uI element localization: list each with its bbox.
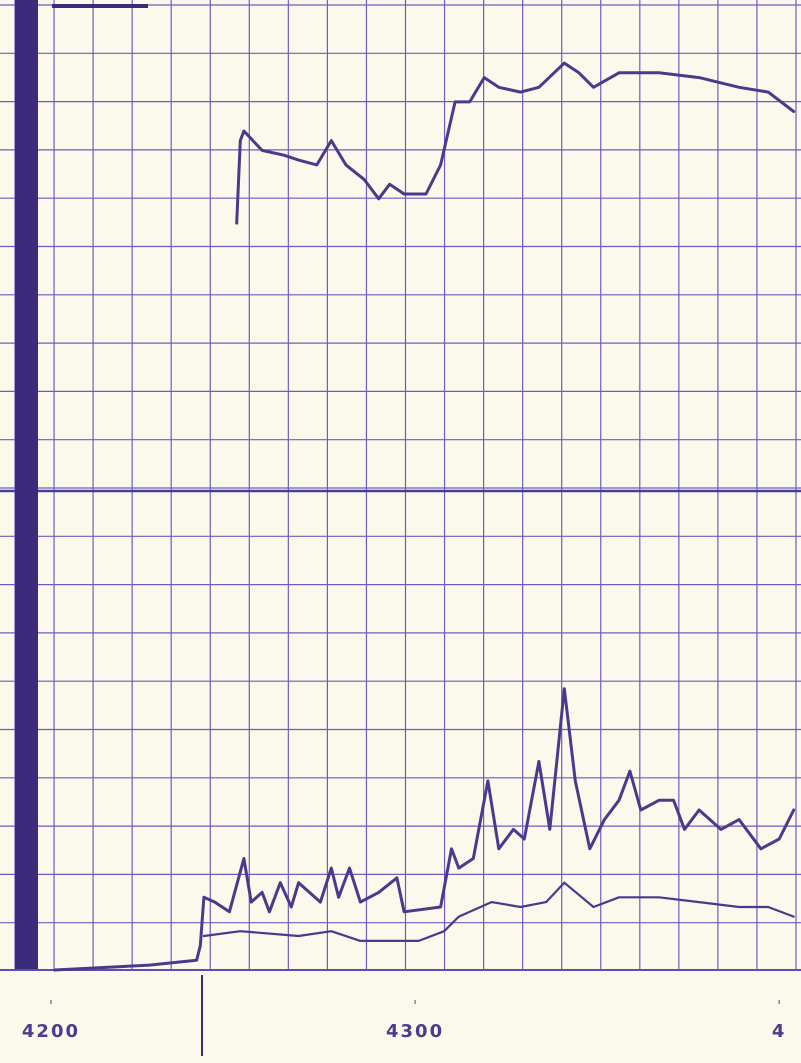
x-tick-label: 4300: [386, 1021, 444, 1042]
x-tick-label: 4: [772, 1021, 787, 1042]
trace: [53, 687, 796, 972]
trace: [202, 881, 795, 942]
paper-grid: [0, 0, 801, 970]
x-tick-label: 4200: [22, 1021, 80, 1042]
left-band: [15, 0, 38, 970]
trace: [235, 61, 796, 225]
